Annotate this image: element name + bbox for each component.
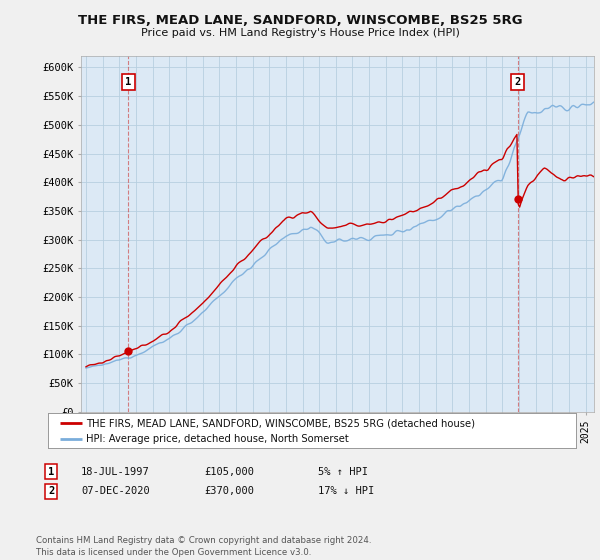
Text: HPI: Average price, detached house, North Somerset: HPI: Average price, detached house, Nort… bbox=[86, 435, 349, 444]
Text: 07-DEC-2020: 07-DEC-2020 bbox=[81, 486, 150, 496]
Text: 1: 1 bbox=[125, 77, 131, 87]
Text: 1: 1 bbox=[48, 466, 54, 477]
Text: 18-JUL-1997: 18-JUL-1997 bbox=[81, 466, 150, 477]
Text: 2: 2 bbox=[515, 77, 521, 87]
Text: 5% ↑ HPI: 5% ↑ HPI bbox=[318, 466, 368, 477]
Text: £105,000: £105,000 bbox=[204, 466, 254, 477]
Text: THE FIRS, MEAD LANE, SANDFORD, WINSCOMBE, BS25 5RG: THE FIRS, MEAD LANE, SANDFORD, WINSCOMBE… bbox=[77, 14, 523, 27]
Text: 2: 2 bbox=[48, 486, 54, 496]
Text: Price paid vs. HM Land Registry's House Price Index (HPI): Price paid vs. HM Land Registry's House … bbox=[140, 28, 460, 38]
Text: THE FIRS, MEAD LANE, SANDFORD, WINSCOMBE, BS25 5RG (detached house): THE FIRS, MEAD LANE, SANDFORD, WINSCOMBE… bbox=[86, 418, 475, 428]
Text: 17% ↓ HPI: 17% ↓ HPI bbox=[318, 486, 374, 496]
Text: Contains HM Land Registry data © Crown copyright and database right 2024.
This d: Contains HM Land Registry data © Crown c… bbox=[36, 536, 371, 557]
Text: £370,000: £370,000 bbox=[204, 486, 254, 496]
